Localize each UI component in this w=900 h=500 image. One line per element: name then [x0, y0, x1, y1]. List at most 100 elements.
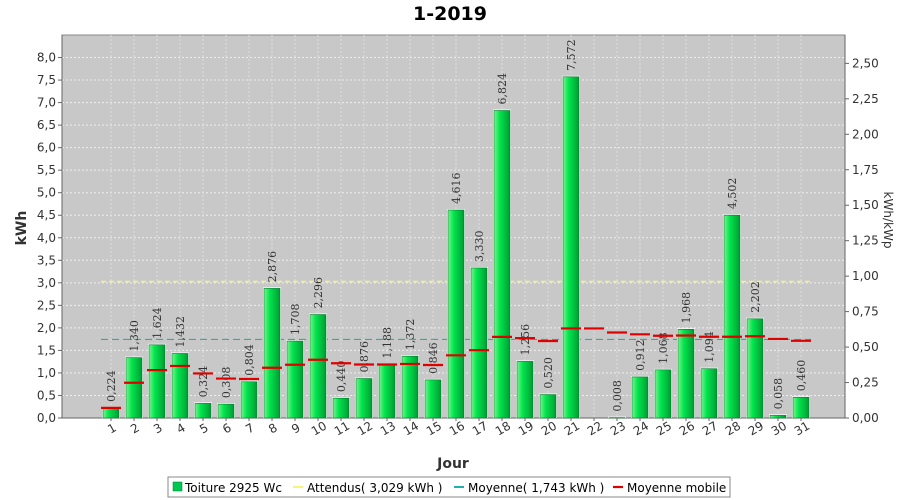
bar-value-label: 1,968 [680, 292, 693, 324]
x-tick-label: 25 [654, 419, 674, 439]
bar-value-label: 0,058 [772, 378, 785, 410]
x-tick-label: 7 [243, 421, 257, 437]
x-tick-label: 2 [128, 421, 142, 437]
y-tick-label: 4,0 [37, 231, 56, 245]
y-tick-label: 0,5 [37, 388, 56, 402]
y2-tick-label: 0,25 [852, 376, 879, 390]
y-tick-label: 4,5 [37, 208, 56, 222]
y-tick-label: 5,0 [37, 186, 56, 200]
legend-label-moyenne: Moyenne( 1,743 kWh ) [468, 481, 604, 495]
bar-day-16 [447, 209, 465, 419]
x-tick-label: 12 [355, 419, 375, 439]
y2-tick-label: 2,00 [852, 127, 879, 141]
bar-value-label: 1,256 [519, 324, 532, 356]
x-tick-label: 8 [266, 421, 280, 437]
x-tick-label: 10 [309, 419, 329, 439]
x-tick-label: 21 [562, 419, 582, 439]
bar-value-label: 2,202 [749, 281, 762, 313]
y2-tick-label: 2,50 [852, 56, 879, 70]
y2-tick-label: 2,25 [852, 92, 879, 106]
bar-day-5 [194, 403, 212, 419]
x-tick-label: 17 [470, 419, 490, 439]
y2-tick-label: 1,00 [852, 269, 879, 283]
x-tick-label: 31 [792, 419, 812, 439]
y-tick-label: 5,5 [37, 163, 56, 177]
bar-day-3 [148, 344, 166, 419]
bar-day-9 [286, 340, 304, 419]
x-tick-label: 15 [424, 419, 444, 439]
bar-value-label: 0,440 [335, 361, 348, 393]
legend-label-bars: Toiture 2925 Wc [184, 481, 282, 495]
x-tick-label: 19 [516, 419, 536, 439]
bar-value-label: 1,340 [128, 320, 141, 352]
bar-value-label: 1,094 [703, 331, 716, 363]
bar-day-25 [654, 369, 672, 419]
y-tick-label: 3,0 [37, 276, 56, 290]
y-tick-label: 2,5 [37, 298, 56, 312]
bar-day-12 [355, 378, 373, 419]
bar-day-6 [217, 403, 235, 419]
x-tick-label: 13 [378, 419, 398, 439]
bar-day-1 [102, 407, 120, 419]
x-tick-label: 6 [220, 421, 234, 437]
x-tick-label: 27 [700, 419, 720, 439]
bar-day-20 [539, 394, 557, 419]
y-tick-label: 1,5 [37, 343, 56, 357]
y2-tick-label: 1,75 [852, 163, 879, 177]
bar-outline [608, 416, 626, 418]
bar-value-label: 0,876 [358, 341, 371, 373]
y-tick-label: 2,0 [37, 321, 56, 335]
bar-day-21 [562, 76, 580, 419]
y2-axis-title: kWh/kWp [881, 192, 895, 249]
legend-box [167, 476, 731, 498]
bar-value-label: 0,324 [197, 366, 210, 398]
chart-title: 1-2019 [413, 3, 487, 25]
y-axis-title: kWh [14, 211, 30, 246]
x-tick-label: 20 [539, 419, 559, 439]
bar-value-label: 3,330 [473, 230, 486, 262]
bar-day-7 [240, 381, 258, 419]
x-tick-label: 28 [723, 419, 743, 439]
bar-day-11 [332, 397, 350, 419]
bar-day-27 [700, 368, 718, 419]
bar-day-15 [424, 379, 442, 419]
bar-value-label: 0,308 [220, 367, 233, 399]
bar-day-24 [631, 376, 649, 419]
bar-value-label: 0,912 [634, 339, 647, 371]
x-tick-label: 11 [332, 419, 352, 439]
bar-day-13 [378, 364, 396, 419]
bar-day-26 [677, 329, 695, 419]
x-tick-label: 16 [447, 419, 467, 439]
x-tick-label: 23 [608, 419, 628, 439]
bar-value-label: 2,876 [266, 251, 279, 283]
bar-value-label: 4,616 [450, 173, 463, 205]
x-tick-label: 24 [631, 419, 651, 439]
bar-value-label: 7,572 [565, 39, 578, 71]
legend-label-attendus: Attendus( 3,029 kWh ) [307, 481, 442, 495]
bar-value-label: 2,296 [312, 277, 325, 309]
bar-value-label: 0,460 [795, 360, 808, 392]
bar-day-29 [746, 318, 764, 419]
bar-value-label: 4,502 [726, 178, 739, 210]
y2-tick-label: 1,25 [852, 234, 879, 248]
y-tick-label: 7,0 [37, 96, 56, 110]
bar-value-label: 1,432 [174, 316, 187, 348]
bar-value-label: 1,068 [657, 332, 670, 364]
y-tick-label: 1,0 [37, 366, 56, 380]
y-tick-label: 0,0 [37, 411, 56, 425]
x-tick-label: 4 [174, 421, 188, 437]
bar-day-17 [470, 267, 488, 419]
bar-value-label: 1,624 [151, 307, 164, 339]
bar-day-28 [723, 214, 741, 419]
bar-value-label: 0,804 [243, 344, 256, 376]
bar-day-30 [769, 415, 787, 419]
x-tick-label: 22 [585, 419, 605, 439]
bar-day-2 [125, 357, 143, 419]
bar-day-4 [171, 353, 189, 419]
y2-tick-label: 0,50 [852, 340, 879, 354]
y-tick-label: 6,5 [37, 118, 56, 132]
y-tick-label: 3,5 [37, 253, 56, 267]
x-tick-label: 1 [105, 421, 119, 437]
